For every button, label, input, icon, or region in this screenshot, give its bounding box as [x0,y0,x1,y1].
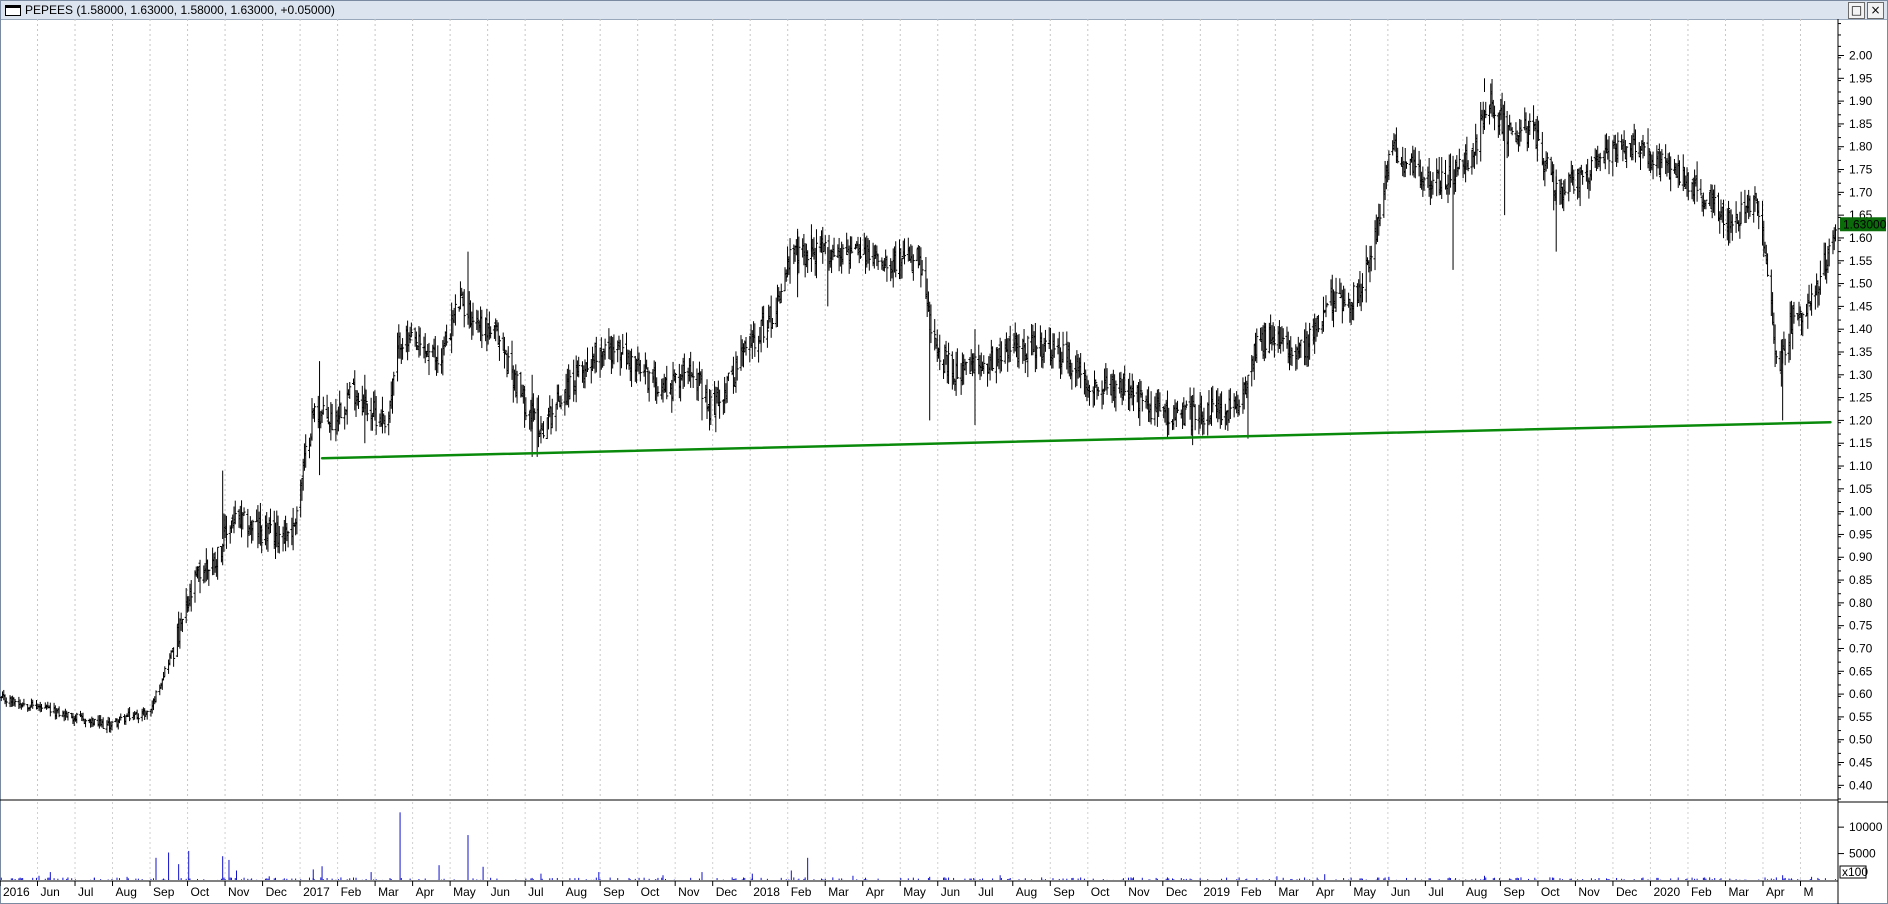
y-tick-label: 0.80 [1849,596,1873,610]
window-title: PEPEES (1.58000, 1.63000, 1.58000, 1.630… [25,3,335,17]
y-tick-label: 1.80 [1849,140,1873,154]
y-tick-label: 0.85 [1849,573,1873,587]
x-tick-label: Nov [1128,885,1149,899]
x-tick-label: Dec [266,885,287,899]
x-tick-label: Jul [78,885,93,899]
maximize-button[interactable]: □ [1848,2,1865,19]
x-tick-label: Mar [1278,885,1299,899]
y-tick-label: 1.85 [1849,117,1873,131]
x-tick-label: Nov [678,885,699,899]
y-tick-label: 0.70 [1849,641,1873,655]
y-tick-label: 0.55 [1849,710,1873,724]
x-tick-label: Dec [716,885,737,899]
x-tick-label: Apr [1766,885,1785,899]
last-price-badge [1840,217,1886,232]
x-tick-label: Nov [228,885,249,899]
y-tick-label: 2.00 [1849,48,1873,62]
x-tick-label: Feb [1691,885,1712,899]
y-tick-label: 0.95 [1849,527,1873,541]
x-tick-label: Jun [941,885,960,899]
x-tick-label: Aug [116,885,137,899]
y-tick-label: 1.90 [1849,94,1873,108]
x-tick-label: Dec [1616,885,1637,899]
x-tick-label: Aug [566,885,587,899]
volume-y-tick-label: 5000 [1849,847,1876,861]
x-tick-label: Oct [191,885,210,899]
close-button[interactable]: × [1867,2,1884,19]
y-tick-label: 1.40 [1849,322,1873,336]
x-tick-label: 2016 [3,885,30,899]
title-bar: PEPEES (1.58000, 1.63000, 1.58000, 1.630… [1,1,1887,20]
volume-unit-box [1839,865,1867,879]
x-tick-label: Oct [641,885,660,899]
x-tick-label: Jul [978,885,993,899]
x-tick-label: May [903,885,926,899]
x-tick-label: Jun [41,885,60,899]
x-tick-label: Aug [1016,885,1037,899]
y-tick-label: 1.50 [1849,277,1873,291]
volume-unit-label: x100 [1842,865,1868,879]
y-tick-label: 0.75 [1849,619,1873,633]
x-tick-label: Apr [416,885,435,899]
volume-y-tick-label: 10000 [1849,820,1883,834]
y-tick-label: 1.10 [1849,459,1873,473]
x-tick-label: Feb [341,885,362,899]
x-tick-label: 2019 [1203,885,1230,899]
support-trendline [320,420,1832,460]
x-tick-label: Mar [378,885,399,899]
x-tick-label: M [1803,885,1813,899]
y-tick-label: 1.15 [1849,436,1873,450]
x-tick-label: Feb [1241,885,1262,899]
x-tick-label: Aug [1466,885,1487,899]
y-tick-label: 1.45 [1849,299,1873,313]
x-tick-label: Apr [866,885,885,899]
x-tick-label: Oct [1091,885,1110,899]
y-tick-label: 0.60 [1849,687,1873,701]
y-tick-label: 1.70 [1849,185,1873,199]
price-chart: 2016 Jun Jul Aug Sep Oct Nov Dec 2017 Feb Mar Apr Ma… [0,19,1888,904]
x-tick-label: Dec [1166,885,1187,899]
y-tick-label: 1.35 [1849,345,1873,359]
x-tick-label: May [1353,885,1376,899]
x-tick-label: Mar [828,885,849,899]
y-tick-label: 0.50 [1849,733,1873,747]
last-price-label: 1.63000 [1843,217,1887,231]
x-tick-label: Apr [1316,885,1335,899]
y-tick-label: 1.05 [1849,482,1873,496]
x-tick-label: Feb [791,885,812,899]
y-tick-label: 1.30 [1849,368,1873,382]
y-tick-label: 1.75 [1849,163,1873,177]
x-tick-label: 2020 [1653,885,1680,899]
x-tick-label: Mar [1728,885,1749,899]
y-tick-label: 1.55 [1849,254,1873,268]
x-tick-label: Sep [1503,885,1525,899]
x-tick-label: 2017 [303,885,330,899]
x-tick-label: 2018 [753,885,780,899]
y-tick-label: 1.00 [1849,505,1873,519]
x-tick-label: Nov [1578,885,1599,899]
y-tick-label: 1.95 [1849,71,1873,85]
x-tick-label: Sep [1053,885,1075,899]
x-tick-label: Jul [528,885,543,899]
y-tick-label: 1.20 [1849,413,1873,427]
x-tick-label: Jun [491,885,510,899]
x-tick-label: May [453,885,476,899]
x-tick-label: Jul [1428,885,1443,899]
window-icon [5,5,21,16]
y-tick-label: 0.40 [1849,778,1873,792]
y-tick-label: 1.25 [1849,391,1873,405]
y-tick-label: 0.90 [1849,550,1873,564]
y-tick-label: 0.65 [1849,664,1873,678]
x-tick-label: Oct [1541,885,1560,899]
y-tick-label: 1.60 [1849,231,1873,245]
y-tick-label: 0.45 [1849,756,1873,770]
x-tick-label: Jun [1391,885,1410,899]
x-tick-label: Sep [153,885,175,899]
x-tick-label: Sep [603,885,625,899]
